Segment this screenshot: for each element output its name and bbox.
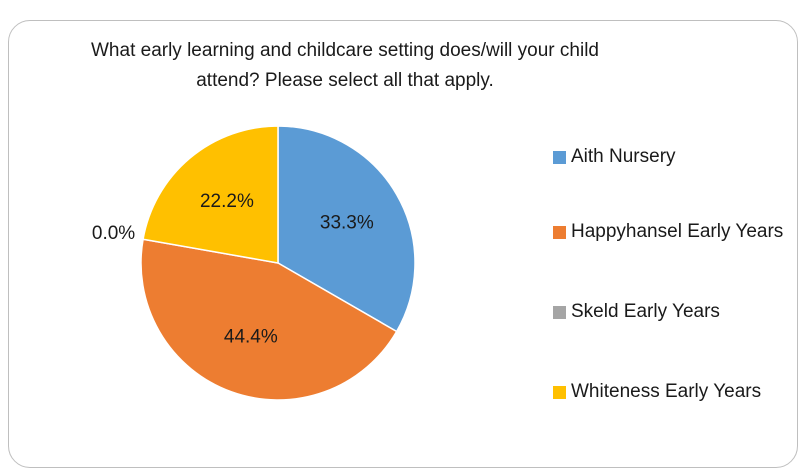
data-label: 22.2% (200, 191, 254, 212)
legend-label: Skeld Early Years (571, 301, 720, 322)
legend-swatch (553, 226, 566, 239)
legend-label: Happyhansel Early Years (571, 221, 784, 242)
data-label: 0.0% (92, 223, 135, 244)
pie-slice (142, 125, 279, 264)
legend-label: Aith Nursery (571, 146, 676, 167)
legend-swatch (553, 151, 566, 164)
data-label: 33.3% (320, 212, 374, 233)
legend-label: Whiteness Early Years (571, 381, 762, 402)
pie-slice (277, 125, 416, 333)
data-label: 44.4% (224, 327, 278, 348)
pie-slice (140, 238, 398, 401)
chart-frame (8, 20, 798, 468)
chart-title: What early learning and childcare settin… (91, 40, 599, 91)
legend-item: Whiteness Early Years (553, 375, 793, 409)
legend-item: Aith Nursery (553, 140, 793, 174)
legend-swatch (553, 386, 566, 399)
legend-item: Skeld Early Years (553, 295, 793, 329)
legend-item: Happyhansel Early Years (553, 215, 793, 249)
legend-swatch (553, 306, 566, 319)
